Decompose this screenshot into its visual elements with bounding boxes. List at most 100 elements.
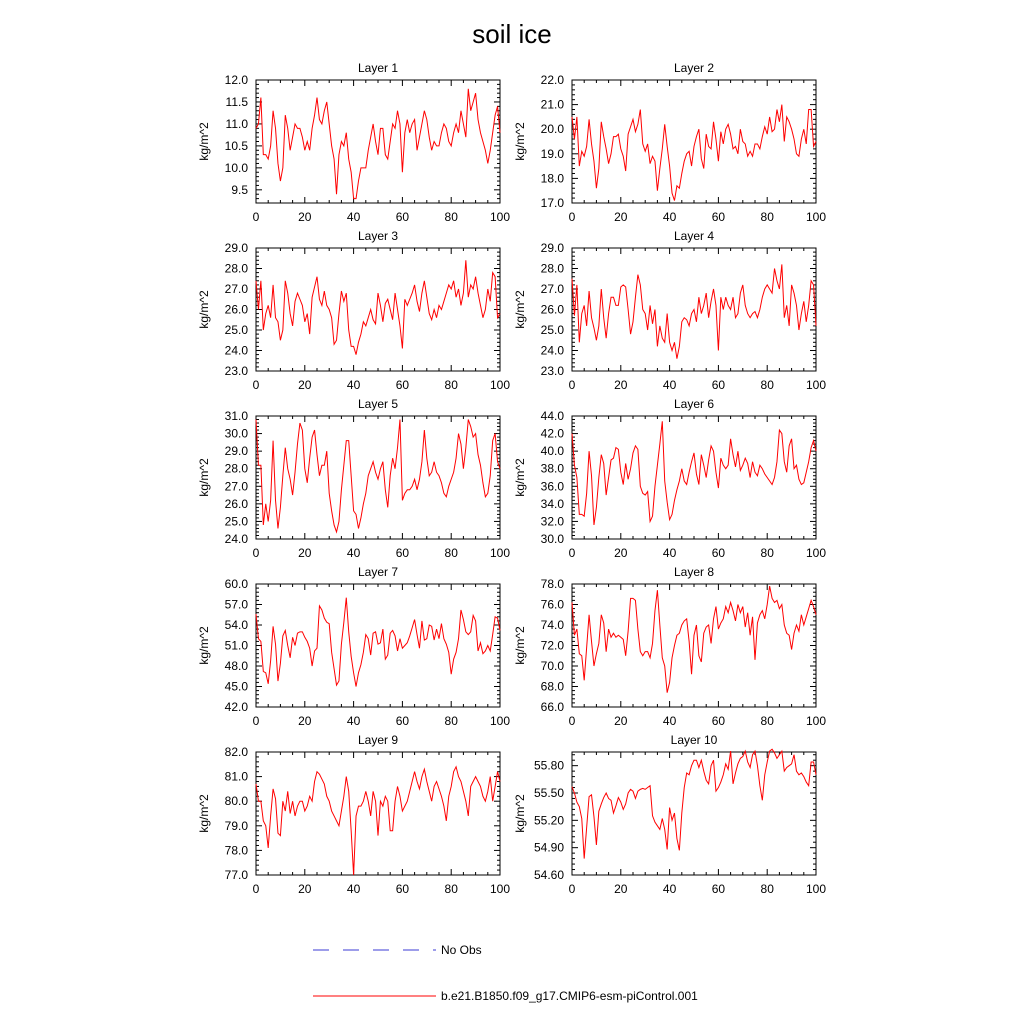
y-axis-label-layer-4: kg/m^2 [513, 290, 527, 329]
y-tick-label-layer-3: 24.0 [225, 344, 249, 358]
x-tick-label-layer-5: 60 [396, 546, 410, 560]
y-tick-label-layer-2: 18.0 [541, 171, 565, 185]
y-tick-label-layer-2: 21.0 [541, 98, 565, 112]
y-tick-label-layer-5: 27.0 [225, 479, 249, 493]
x-tick-label-layer-5: 40 [347, 546, 361, 560]
plot-frame-layer-9 [255, 751, 501, 876]
series-line-layer-5 [255, 419, 501, 534]
x-tick-label-layer-6: 40 [663, 546, 677, 560]
x-tick-label-layer-6: 60 [712, 546, 726, 560]
panel-title-layer-5: Layer 5 [358, 397, 398, 411]
x-tick-label-layer-3: 80 [445, 378, 459, 392]
panel-title-layer-8: Layer 8 [674, 565, 714, 579]
legend: No Obs b.e21.B1850.f09_g17.CMIP6-esm-piC… [313, 943, 698, 1003]
y-tick-label-layer-10: 55.50 [534, 786, 564, 800]
x-tick-label-layer-10: 80 [761, 882, 775, 896]
y-tick-label-layer-7: 60.0 [225, 577, 249, 591]
plot-frame-layer-2 [571, 79, 817, 204]
y-tick-label-layer-10: 54.60 [534, 868, 564, 882]
y-tick-label-layer-5: 28.0 [225, 462, 249, 476]
series-line-layer-2 [571, 104, 817, 201]
y-tick-label-layer-9: 82.0 [225, 745, 249, 759]
y-tick-label-layer-9: 80.0 [225, 794, 249, 808]
x-tick-label-layer-6: 80 [761, 546, 775, 560]
plot-frame-layer-8 [571, 583, 817, 708]
y-axis-label-layer-5: kg/m^2 [197, 458, 211, 497]
plot-frame-layer-10 [571, 751, 817, 876]
y-tick-label-layer-6: 36.0 [541, 479, 565, 493]
y-tick-label-layer-5: 31.0 [225, 409, 249, 423]
x-tick-label-layer-9: 80 [445, 882, 459, 896]
panel-layer-9: Layer 9 0 20 40 60 80 100 77.0 78.0 79.0 80.0 81.0 8… [197, 733, 510, 896]
y-tick-label-layer-3: 23.0 [225, 364, 249, 378]
y-tick-label-layer-2: 20.0 [541, 122, 565, 136]
y-tick-label-layer-4: 26.0 [541, 303, 565, 317]
panel-layer-7: Layer 7 0 20 40 60 80 100 42.0 45.0 48.0 51.0 54.0 5… [197, 565, 510, 728]
y-tick-label-layer-8: 76.0 [541, 598, 565, 612]
y-tick-label-layer-2: 19.0 [541, 147, 565, 161]
x-tick-label-layer-7: 100 [490, 714, 510, 728]
x-tick-label-layer-3: 60 [396, 378, 410, 392]
x-tick-label-layer-3: 0 [253, 378, 260, 392]
legend-label-no-obs: No Obs [441, 943, 482, 957]
plot-frame-layer-3 [255, 247, 501, 372]
y-tick-label-layer-5: 24.0 [225, 532, 249, 546]
panel-layer-10: Layer 10 0 20 40 60 80 100 54.60 54.90 55.20 55.50… [513, 733, 826, 896]
y-tick-label-layer-7: 42.0 [225, 700, 249, 714]
panel-title-layer-1: Layer 1 [358, 61, 398, 75]
x-tick-label-layer-10: 20 [614, 882, 628, 896]
panel-layer-4: Layer 4 0 20 40 60 80 100 23.0 24.0 25.0 26.0 27.0 2… [513, 229, 826, 392]
y-tick-label-layer-1: 11.5 [226, 95, 249, 109]
panel-layer-2: Layer 2 0 20 40 60 80 100 17.0 18.0 19.0 20.0 21.0 2… [513, 61, 826, 224]
y-axis-label-layer-6: kg/m^2 [513, 458, 527, 497]
y-tick-label-layer-1: 11.0 [226, 117, 249, 131]
x-tick-label-layer-7: 60 [396, 714, 410, 728]
y-tick-label-layer-4: 24.0 [541, 344, 565, 358]
x-tick-label-layer-7: 40 [347, 714, 361, 728]
series-line-layer-10 [571, 748, 817, 859]
panel-layer-3: Layer 3 0 20 40 60 80 100 23.0 24.0 25.0 26.0 27.0 2… [197, 229, 510, 392]
y-tick-label-layer-6: 42.0 [541, 427, 565, 441]
y-tick-label-layer-3: 26.0 [225, 303, 249, 317]
y-tick-label-layer-4: 27.0 [541, 282, 565, 296]
x-tick-label-layer-10: 0 [569, 882, 576, 896]
x-tick-label-layer-4: 80 [761, 378, 775, 392]
x-tick-label-layer-4: 100 [806, 378, 826, 392]
y-tick-label-layer-3: 28.0 [225, 262, 249, 276]
y-tick-label-layer-5: 30.0 [225, 427, 249, 441]
y-tick-label-layer-3: 27.0 [225, 282, 249, 296]
y-tick-label-layer-8: 78.0 [541, 577, 565, 591]
x-tick-label-layer-1: 0 [253, 210, 260, 224]
y-tick-label-layer-10: 55.80 [534, 759, 564, 773]
x-tick-label-layer-7: 80 [445, 714, 459, 728]
y-tick-label-layer-3: 29.0 [225, 241, 249, 255]
y-tick-label-layer-7: 57.0 [225, 598, 249, 612]
x-tick-label-layer-5: 80 [445, 546, 459, 560]
x-tick-label-layer-2: 80 [761, 210, 775, 224]
y-tick-label-layer-9: 78.0 [225, 843, 249, 857]
y-tick-label-layer-5: 29.0 [225, 444, 249, 458]
x-tick-label-layer-4: 40 [663, 378, 677, 392]
x-tick-label-layer-8: 0 [569, 714, 576, 728]
x-tick-label-layer-6: 20 [614, 546, 628, 560]
series-line-layer-9 [255, 765, 501, 876]
panel-layer-6: Layer 6 0 20 40 60 80 100 30.0 32.0 34.0 36.0 38.0 4… [513, 397, 826, 560]
legend-label-model: b.e21.B1850.f09_g17.CMIP6-esm-piControl.… [441, 989, 698, 1003]
plot-frame-layer-7 [255, 583, 501, 708]
x-tick-label-layer-9: 0 [253, 882, 260, 896]
panel-title-layer-3: Layer 3 [358, 229, 398, 243]
x-tick-label-layer-6: 0 [569, 546, 576, 560]
x-tick-label-layer-2: 60 [712, 210, 726, 224]
panel-title-layer-9: Layer 9 [358, 733, 398, 747]
y-tick-label-layer-7: 48.0 [225, 659, 249, 673]
x-tick-label-layer-3: 100 [490, 378, 510, 392]
x-tick-label-layer-2: 0 [569, 210, 576, 224]
y-tick-label-layer-7: 54.0 [225, 618, 249, 632]
y-tick-label-layer-6: 40.0 [541, 444, 565, 458]
y-tick-label-layer-4: 25.0 [541, 323, 565, 337]
panel-title-layer-2: Layer 2 [674, 61, 714, 75]
x-tick-label-layer-6: 100 [806, 546, 826, 560]
y-tick-label-layer-1: 10.0 [225, 161, 249, 175]
x-tick-label-layer-5: 100 [490, 546, 510, 560]
y-tick-label-layer-3: 25.0 [225, 323, 249, 337]
